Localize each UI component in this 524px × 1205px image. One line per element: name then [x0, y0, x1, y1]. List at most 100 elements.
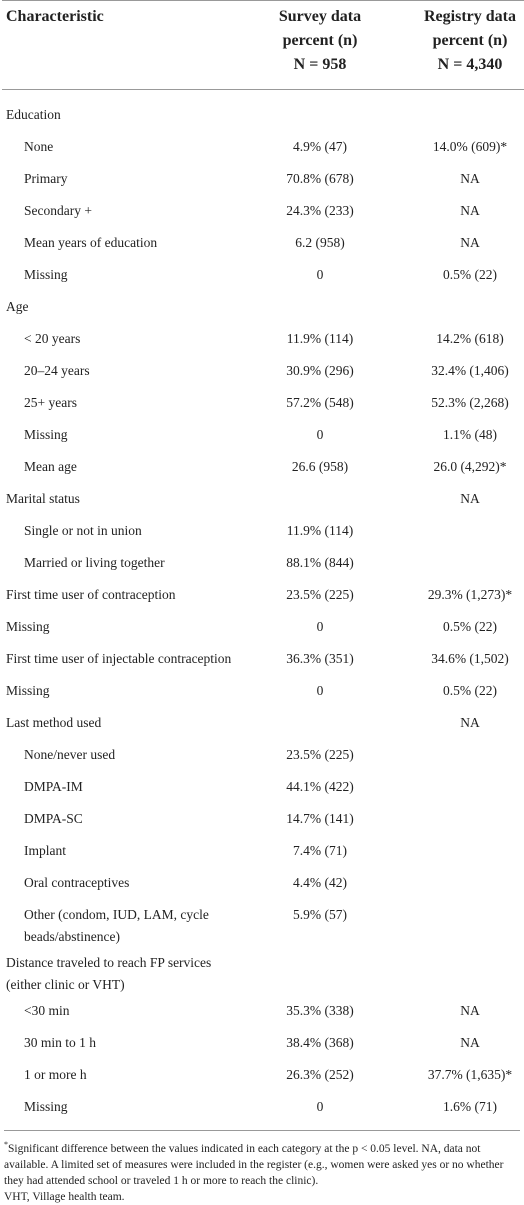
table-row: Other (condom, IUD, LAM, cycle beads/abs…	[2, 900, 524, 948]
table-row: Missing 0 0.5% (22)	[2, 612, 524, 644]
survey-cell: 11.9% (114)	[286, 331, 354, 346]
table-row: 25+ years 57.2% (548) 52.3% (2,268)	[2, 388, 524, 420]
header-cell: Survey data percent (n) N = 958	[246, 1, 394, 90]
registry-cell: 14.0% (609)*	[432, 139, 508, 154]
row-label: 20–24 years	[24, 363, 90, 378]
row-label: First time user of contraception	[6, 587, 176, 602]
row-label: Distance traveled to reach FP services (…	[6, 955, 212, 992]
table-row: Distance traveled to reach FP services (…	[2, 948, 524, 996]
survey-cell: 44.1% (422)	[286, 779, 354, 794]
footnote-mark: *	[4, 1140, 8, 1149]
registry-cell: 1.1% (48)	[443, 427, 497, 442]
registry-cell: 1.6% (71)	[443, 1099, 497, 1114]
footnote-text: Significant difference between the value…	[4, 1142, 504, 1187]
registry-cell: NA	[460, 1003, 480, 1018]
header-row: Characteristic Survey data percent (n) N…	[2, 0, 524, 90]
survey-cell	[246, 708, 394, 740]
row-label: Primary	[24, 171, 68, 186]
row-label: Last method used	[6, 715, 102, 730]
row-label: < 20 years	[24, 331, 81, 346]
survey-cell: 4.9% (47)	[293, 139, 347, 154]
header-cell: Registry data percent (n) N = 4,340	[394, 1, 524, 90]
table-row: DMPA-IM 44.1% (422)	[2, 772, 524, 804]
registry-cell	[394, 292, 524, 324]
row-label: DMPA-SC	[24, 811, 83, 826]
row-label: Marital status	[6, 491, 80, 506]
header-cell: Characteristic	[6, 8, 104, 25]
row-label: <30 min	[24, 1003, 70, 1018]
survey-cell: 5.9% (57)	[293, 907, 347, 922]
row-label: Single or not in union	[24, 523, 142, 538]
row-label: Implant	[24, 843, 66, 858]
survey-cell: 38.4% (368)	[286, 1035, 354, 1050]
registry-cell: NA	[460, 235, 480, 250]
data-table: Characteristic Survey data percent (n) N…	[2, 0, 524, 1124]
row-label: Mean years of education	[24, 235, 158, 250]
survey-cell: 4.4% (42)	[293, 875, 347, 890]
survey-cell: 0	[316, 1099, 324, 1114]
table-row: Missing 0 1.6% (71)	[2, 1092, 524, 1124]
survey-cell: 26.6 (958)	[291, 459, 349, 474]
registry-cell: 26.0 (4,292)*	[433, 459, 507, 474]
header-line: Survey data	[278, 8, 362, 25]
table-row: None/never used 23.5% (225)	[2, 740, 524, 772]
table-row: Implant 7.4% (71)	[2, 836, 524, 868]
registry-cell: 14.2% (618)	[436, 331, 504, 346]
table-row: Secondary + 24.3% (233) NA	[2, 196, 524, 228]
row-label: Age	[6, 299, 29, 314]
table-row: Marital status NA	[2, 484, 524, 516]
row-label: Mean age	[24, 459, 77, 474]
row-label: Oral contraceptives	[24, 875, 130, 890]
row-label: Secondary +	[24, 203, 92, 218]
row-label: Other (condom, IUD, LAM, cycle beads/abs…	[24, 907, 209, 944]
row-label: 1 or more h	[24, 1067, 87, 1082]
registry-cell: NA	[460, 1035, 480, 1050]
registry-cell	[394, 90, 524, 133]
survey-cell: 0	[316, 267, 324, 282]
registry-cell	[394, 868, 524, 900]
survey-cell: 57.2% (548)	[286, 395, 354, 410]
registry-cell	[394, 804, 524, 836]
survey-cell: 7.4% (71)	[293, 843, 347, 858]
survey-cell: 0	[316, 619, 324, 634]
table-body: Education None 4.9% (47) 14.0% (609)* Primar…	[2, 90, 524, 1125]
header-line: percent (n)	[282, 32, 358, 49]
row-label: Missing	[24, 267, 68, 282]
footnote: VHT, Village health team.	[4, 1190, 125, 1203]
survey-cell: 14.7% (141)	[286, 811, 354, 826]
registry-cell: NA	[460, 715, 480, 730]
survey-cell: 36.3% (351)	[286, 651, 354, 666]
registry-cell: 52.3% (2,268)	[431, 395, 509, 410]
header-line: Registry data	[424, 8, 516, 25]
table-row: None 4.9% (47) 14.0% (609)*	[2, 132, 524, 164]
row-label: Married or living together	[24, 555, 165, 570]
registry-cell: NA	[460, 171, 480, 186]
table-row: Missing 0 0.5% (22)	[2, 260, 524, 292]
survey-cell	[246, 948, 394, 996]
registry-cell: 32.4% (1,406)	[431, 363, 509, 378]
registry-cell	[394, 548, 524, 580]
registry-cell: 29.3% (1,273)*	[427, 587, 513, 602]
row-label: Missing	[6, 619, 50, 634]
table-row: 1 or more h 26.3% (252) 37.7% (1,635)*	[2, 1060, 524, 1092]
header-line: N = 4,340	[437, 56, 503, 73]
survey-cell: 11.9% (114)	[286, 523, 354, 538]
table-row: 30 min to 1 h 38.4% (368) NA	[2, 1028, 524, 1060]
survey-cell: 23.5% (225)	[286, 747, 354, 762]
survey-cell: 26.3% (252)	[286, 1067, 354, 1082]
row-label: Missing	[6, 683, 50, 698]
survey-cell: 0	[316, 683, 324, 698]
table-header: Characteristic Survey data percent (n) N…	[2, 0, 524, 90]
registry-cell: NA	[460, 491, 480, 506]
table-row: First time user of contraception 23.5% (2…	[2, 580, 524, 612]
table-row: Last method used NA	[2, 708, 524, 740]
table-row: DMPA-SC 14.7% (141)	[2, 804, 524, 836]
survey-cell: 35.3% (338)	[286, 1003, 354, 1018]
table-row: Married or living together 88.1% (844)	[2, 548, 524, 580]
row-label: None/never used	[24, 747, 116, 762]
survey-cell: 6.2 (958)	[295, 235, 345, 250]
table-row: Oral contraceptives 4.4% (42)	[2, 868, 524, 900]
registry-cell: NA	[460, 203, 480, 218]
table-row: Age	[2, 292, 524, 324]
table-row: First time user of injectable contracept…	[2, 644, 524, 676]
